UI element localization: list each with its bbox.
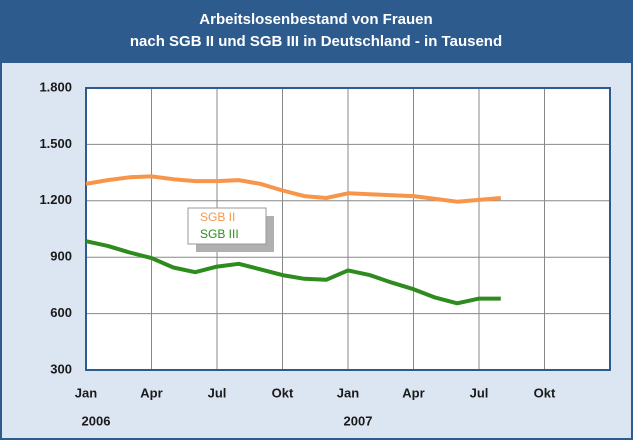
title-bar [1,1,632,63]
y-tick-label: 300 [50,361,72,376]
chart-title: Arbeitslosenbestand von Frauen [199,11,432,28]
x-tick-label: Apr [402,385,424,400]
x-tick-label: Okt [534,385,556,400]
x-tick-label: Jan [75,385,97,400]
chart-title: nach SGB II und SGB III in Deutschland -… [130,33,502,50]
x-tick-label: Okt [272,385,294,400]
y-tick-label: 900 [50,249,72,264]
y-tick-label: 1.800 [39,79,72,94]
x-tick-label: Apr [140,385,162,400]
legend-label: SGB II [200,210,235,224]
year-label: 2006 [82,413,111,428]
x-tick-label: Jul [470,385,489,400]
y-tick-label: 1.200 [39,192,72,207]
year-label: 2007 [344,413,373,428]
x-tick-label: Jul [208,385,227,400]
x-tick-label: Jan [337,385,359,400]
series-line [85,174,501,204]
y-tick-label: 600 [50,305,72,320]
plot-border [85,87,611,371]
legend-label: SGB III [200,227,239,241]
y-tick-label: 1.500 [39,136,72,151]
series-line [85,239,501,306]
legend [187,207,267,245]
